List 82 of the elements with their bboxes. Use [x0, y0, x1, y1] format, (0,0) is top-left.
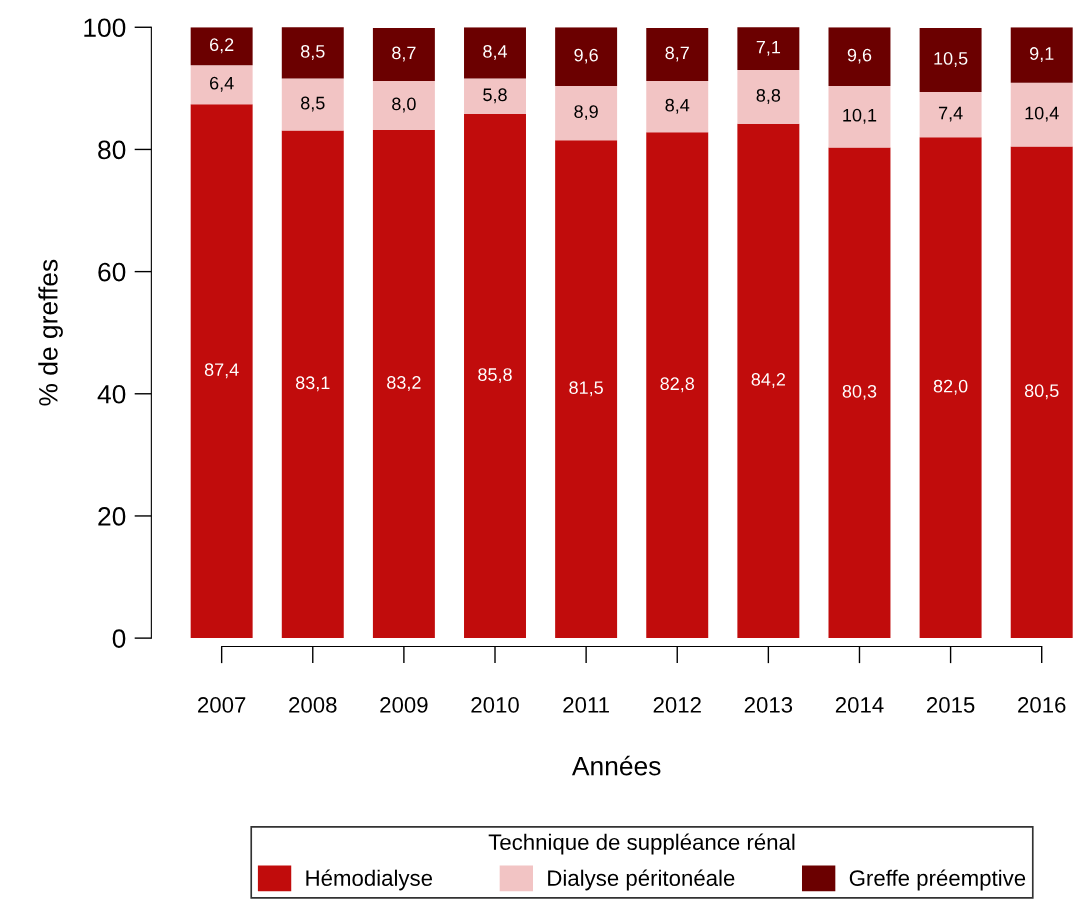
bar [190, 104, 253, 639]
x-tick-label: 2013 [744, 697, 793, 713]
bar [1010, 82, 1073, 147]
bar [281, 130, 344, 639]
data-label: 82,8 [660, 377, 695, 393]
x-tick-label: 2007 [198, 697, 246, 713]
bar [828, 27, 891, 86]
data-label: 9,6 [847, 48, 872, 64]
legend-label: Greffe préemptive [849, 869, 1026, 891]
data-label: 85,8 [478, 368, 512, 384]
data-label: 81,5 [569, 381, 603, 397]
bar [737, 27, 800, 71]
legend-label: Hémodialyse [306, 869, 433, 891]
data-label: 80,3 [842, 384, 877, 400]
x-tick-label: 2016 [1018, 697, 1066, 713]
data-label: 9,6 [574, 48, 598, 64]
x-tick-label: 2009 [380, 697, 428, 713]
bar [919, 27, 982, 93]
bar [464, 27, 526, 79]
bar [190, 65, 253, 105]
y-tick-label: 60 [98, 262, 126, 282]
data-label: 10,1 [843, 108, 877, 124]
bar [646, 27, 709, 82]
x-axis-title: Années [571, 755, 661, 776]
bar [190, 27, 253, 66]
bar [464, 114, 526, 639]
bar [737, 70, 800, 124]
bar [828, 85, 891, 148]
bar [828, 147, 891, 639]
bar [372, 81, 435, 130]
data-label: 8,4 [665, 98, 690, 114]
data-label: 8,9 [574, 105, 598, 121]
data-label: 7,1 [756, 40, 781, 56]
data-label: 87,4 [204, 363, 239, 379]
bar [1010, 27, 1073, 83]
data-label: 84,2 [751, 373, 786, 388]
bar [646, 81, 709, 133]
data-label: 8,5 [301, 96, 325, 112]
x-tick-label: 2015 [927, 697, 975, 713]
bar [281, 78, 344, 131]
y-tick-label: 80 [98, 140, 126, 160]
x-tick-label: 2010 [471, 697, 519, 713]
data-label: 6,4 [210, 76, 234, 92]
data-label: 7,4 [938, 106, 963, 122]
bar [737, 123, 800, 639]
bar [919, 137, 982, 639]
bar [1010, 146, 1073, 639]
bar [372, 129, 435, 639]
data-label: 83,2 [387, 376, 421, 391]
data-label: 6,2 [210, 38, 234, 54]
data-label: 5,8 [483, 88, 507, 104]
data-label: 82,0 [933, 379, 968, 395]
data-label: 10,5 [934, 52, 968, 67]
data-label: 8,4 [483, 44, 508, 60]
x-tick-label: 2014 [835, 697, 884, 713]
data-label: 8,0 [392, 97, 416, 113]
data-label: 83,1 [295, 376, 330, 392]
x-tick-label: 2012 [653, 697, 701, 713]
data-label: 8,7 [392, 46, 416, 62]
bar [372, 27, 435, 82]
data-label: 8,7 [665, 46, 689, 62]
data-label: 9,1 [1030, 47, 1054, 63]
legend-label: Dialyse péritonéale [548, 869, 735, 891]
data-label: 8,8 [756, 88, 781, 104]
bar [555, 27, 618, 86]
legend-title: Technique de suppléance rénal [488, 833, 795, 855]
bar [555, 140, 618, 639]
y-tick-label: 100 [84, 18, 126, 38]
bar [464, 78, 526, 115]
y-axis-title: % de greffes [38, 259, 63, 406]
bar [646, 132, 709, 639]
y-tick-label: 40 [97, 384, 126, 404]
bar [555, 85, 618, 141]
y-tick-label: 20 [98, 507, 126, 526]
x-tick-label: 2011 [563, 697, 609, 713]
data-label: 80,5 [1024, 384, 1059, 400]
y-tick-label: 0 [112, 629, 126, 648]
bar [281, 27, 344, 79]
bar [919, 92, 982, 138]
data-label: 10,4 [1025, 106, 1059, 122]
data-label: 8,5 [301, 44, 325, 60]
x-tick-label: 2008 [289, 697, 337, 713]
